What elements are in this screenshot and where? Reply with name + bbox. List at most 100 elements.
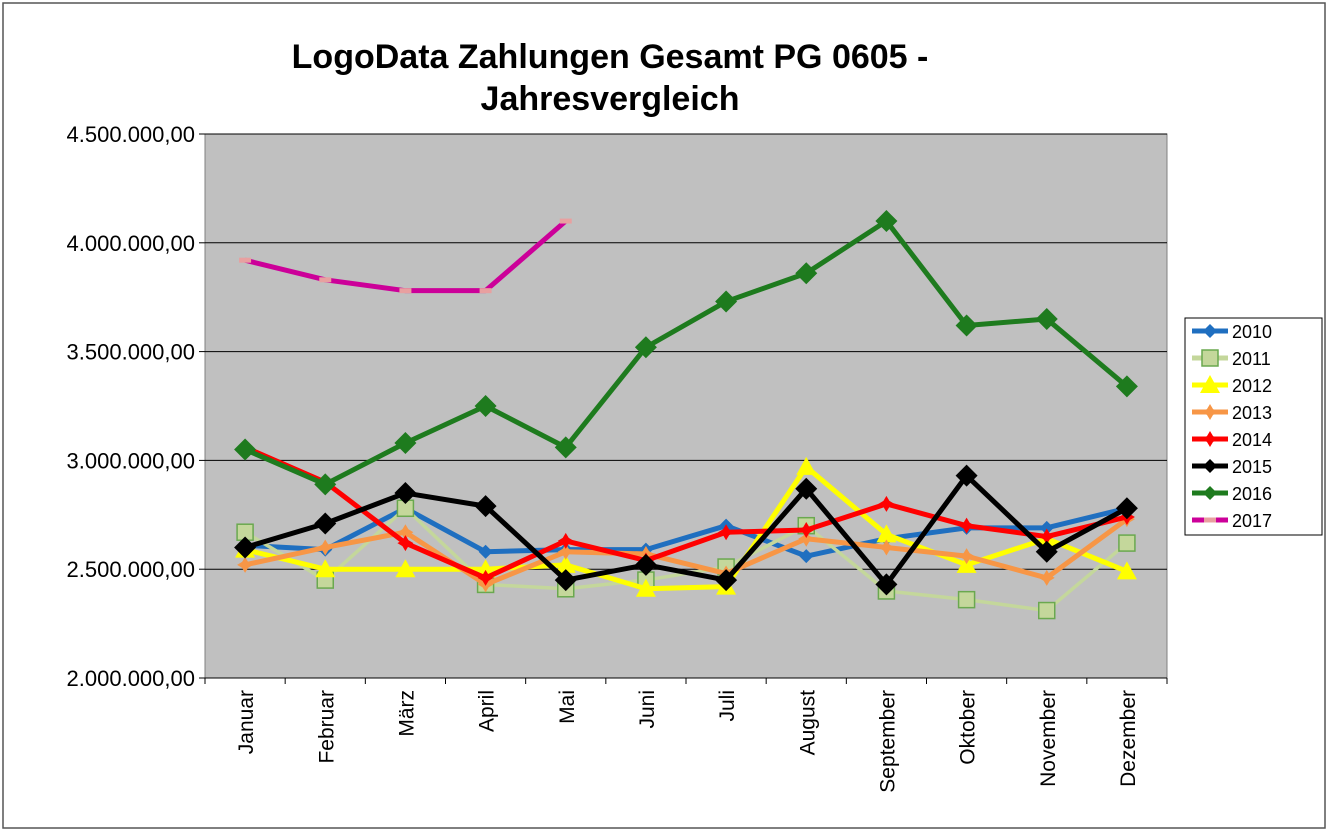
marker: [799, 549, 814, 564]
marker: [239, 257, 252, 263]
marker: [397, 535, 414, 552]
marker: [554, 436, 577, 459]
legend-marker: [1202, 431, 1218, 447]
marker: [314, 512, 337, 535]
y-tick-label: 2.500.000,00: [67, 557, 195, 582]
marker: [475, 559, 496, 578]
series-line: [244, 445, 1128, 581]
legend-marker: [1200, 375, 1220, 393]
marker: [958, 517, 975, 534]
y-tick-label: 4.000.000,00: [67, 231, 195, 256]
marker: [317, 539, 334, 556]
marker: [878, 495, 895, 512]
x-tick-label: September: [876, 690, 899, 793]
marker: [957, 590, 976, 609]
legend-marker: [1203, 459, 1217, 473]
plot-area: [204, 133, 1168, 679]
marker: [319, 277, 332, 283]
marker: [1038, 528, 1055, 545]
x-tick-label: August: [796, 690, 819, 756]
legend-label: 2013: [1232, 403, 1272, 423]
marker: [557, 543, 574, 560]
y-tick-label: 3.500.000,00: [67, 340, 195, 365]
marker: [958, 548, 975, 565]
marker: [1115, 497, 1138, 520]
x-tick-label: Juli: [716, 690, 739, 722]
marker: [1038, 569, 1055, 586]
chart-subtitle: Jahresvergleich: [481, 80, 740, 118]
x-tick-label: Mai: [556, 690, 579, 724]
marker: [394, 482, 417, 505]
legend-marker: [1203, 324, 1217, 338]
marker: [715, 290, 738, 313]
x-tick-label: Februar: [315, 690, 338, 764]
marker: [1038, 601, 1056, 620]
legend-marker: [1204, 517, 1216, 523]
legend-label: 2010: [1232, 322, 1272, 342]
marker: [795, 262, 818, 285]
marker: [634, 553, 657, 576]
marker: [555, 554, 576, 573]
legend-label: 2015: [1232, 457, 1272, 477]
legend-marker: [1203, 486, 1217, 500]
x-tick-label: Dezember: [1117, 690, 1140, 787]
marker: [479, 288, 492, 294]
marker: [554, 569, 577, 592]
series-line: [244, 218, 1129, 487]
x-tick-label: März: [395, 690, 418, 737]
legend-label: 2016: [1232, 484, 1272, 504]
marker: [1039, 520, 1054, 535]
marker: [237, 556, 254, 573]
marker: [395, 559, 416, 578]
marker: [718, 524, 735, 541]
y-tick-label: 2.000.000,00: [67, 666, 195, 691]
marker: [876, 524, 897, 543]
legend-label: 2017: [1232, 511, 1272, 531]
marker: [557, 532, 574, 549]
marker: [1116, 561, 1137, 580]
marker: [474, 495, 497, 518]
marker: [798, 522, 815, 539]
marker: [875, 210, 898, 233]
marker: [634, 336, 657, 359]
marker: [314, 473, 337, 496]
legend-marker: [1202, 404, 1218, 420]
x-tick-label: November: [1037, 690, 1060, 787]
marker: [315, 559, 336, 578]
marker: [397, 524, 414, 541]
marker: [1118, 534, 1136, 552]
y-tick-label: 4.500.000,00: [67, 122, 195, 147]
marker: [875, 573, 898, 596]
marker: [399, 288, 412, 294]
marker: [478, 544, 493, 559]
x-tick-label: Juni: [636, 690, 659, 729]
marker: [1035, 307, 1058, 330]
marker: [878, 539, 895, 556]
chart-title: LogoData Zahlungen Gesamt PG 0605 -: [292, 38, 929, 76]
marker: [715, 569, 738, 592]
marker: [955, 464, 978, 487]
marker: [394, 431, 417, 454]
x-tick-label: Januar: [235, 690, 258, 754]
marker: [1115, 375, 1138, 398]
legend-label: 2014: [1232, 430, 1272, 450]
marker: [955, 314, 978, 337]
marker: [474, 395, 497, 417]
marker: [1035, 540, 1058, 563]
legend-marker: [1201, 349, 1219, 367]
marker: [795, 477, 818, 500]
marker: [635, 578, 656, 597]
legend-label: 2011: [1232, 349, 1271, 369]
marker: [559, 218, 572, 224]
marker: [796, 456, 817, 475]
x-tick-label: Oktober: [957, 690, 980, 765]
marker: [798, 530, 815, 547]
legend-label: 2012: [1232, 376, 1272, 396]
marker: [234, 536, 257, 559]
marker: [234, 438, 257, 461]
series-line: [244, 473, 1129, 587]
marker: [477, 569, 494, 586]
x-tick-label: April: [476, 690, 499, 732]
y-tick-label: 3.000.000,00: [67, 448, 195, 473]
